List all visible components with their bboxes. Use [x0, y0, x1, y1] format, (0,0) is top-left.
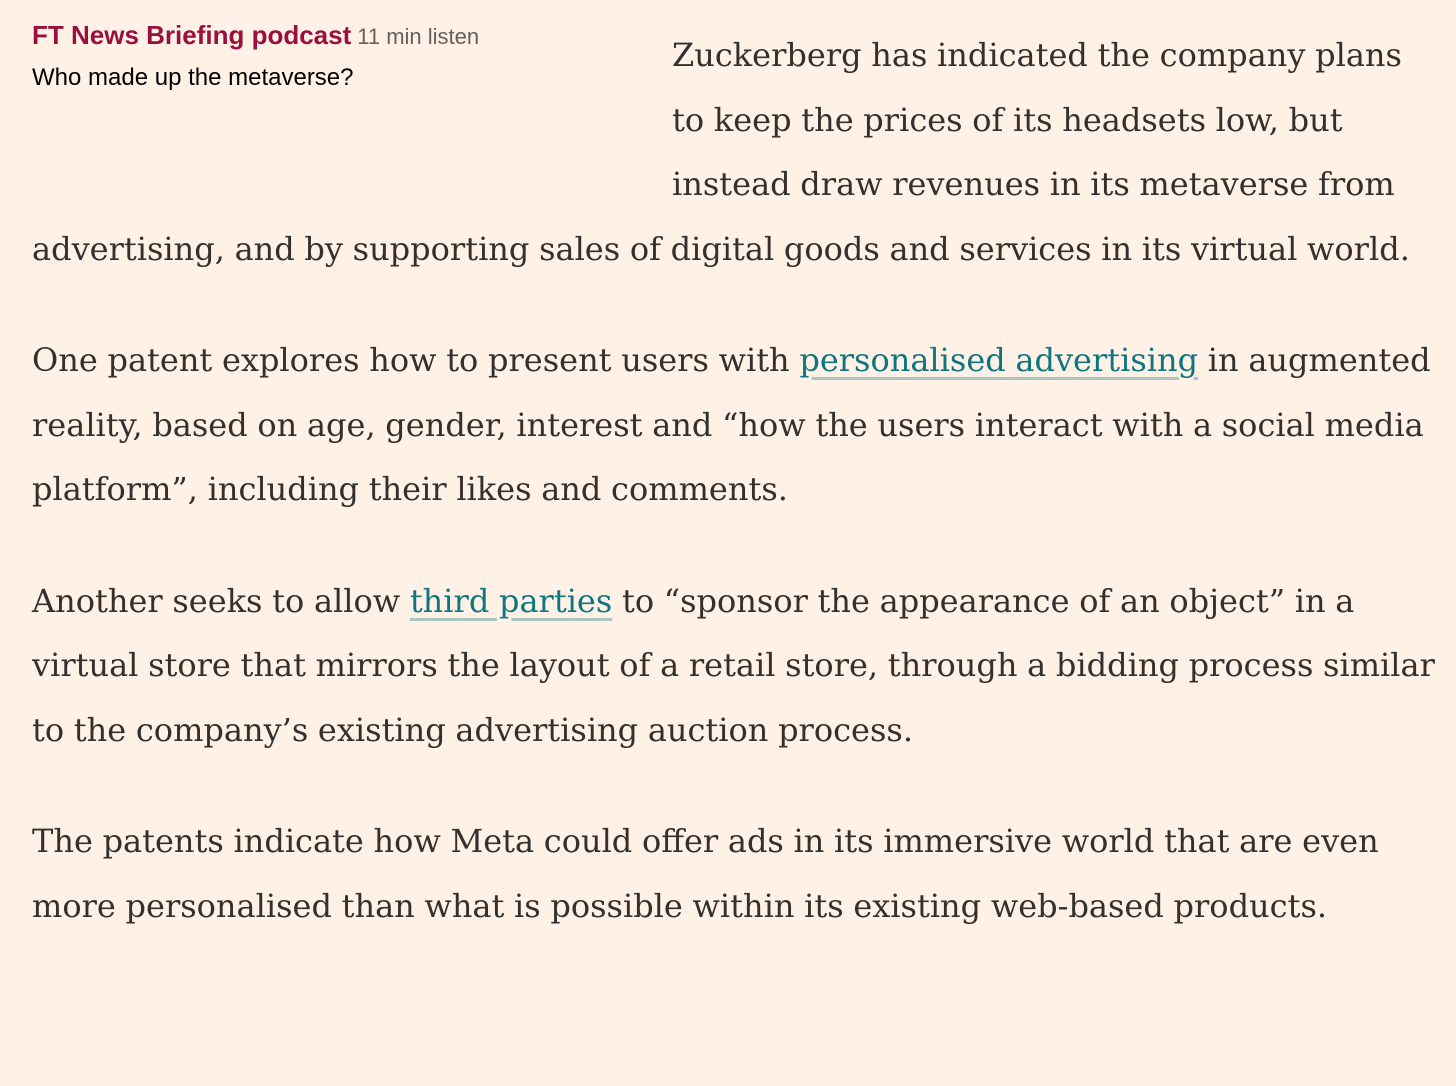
podcast-duration: 11 min listen [357, 24, 480, 49]
personalised-advertising-link[interactable]: personalised advertising [799, 341, 1199, 379]
paragraph-4-text: The patents indicate how Meta could offe… [32, 822, 1379, 925]
paragraph-1-text: Zuckerberg has indicated the company pla… [32, 36, 1410, 268]
third-parties-link[interactable]: third parties [409, 581, 613, 620]
paragraph-2-text-before: One patent explores how to present users… [32, 341, 800, 379]
podcast-episode-title[interactable]: Who made up the metaverse? [32, 64, 354, 91]
podcast-promo[interactable]: FT News Briefing podcast 11 min listen Wh… [32, 0, 672, 205]
paragraph-3: Another seeks to allow third parties to … [32, 569, 1442, 763]
paragraph-3-text-before: Another seeks to allow [32, 581, 410, 620]
podcast-brand[interactable]: FT News Briefing podcast [32, 20, 352, 50]
podcast-promo-header: FT News Briefing podcast 11 min listen [32, 18, 672, 57]
paragraph-3-text-after: to “sponsor the appearance of an object”… [32, 581, 1435, 749]
paragraph-2-text-after: in augmented reality, based on age, gend… [32, 341, 1431, 508]
paragraph-4: The patents indicate how Meta could offe… [32, 809, 1442, 938]
paragraph-2: One patent explores how to present users… [32, 328, 1442, 522]
paragraph-1: Zuckerberg has indicated the company pla… [32, 0, 1442, 281]
article-body: FT News Briefing podcast 11 min listen Wh… [32, 0, 1442, 938]
